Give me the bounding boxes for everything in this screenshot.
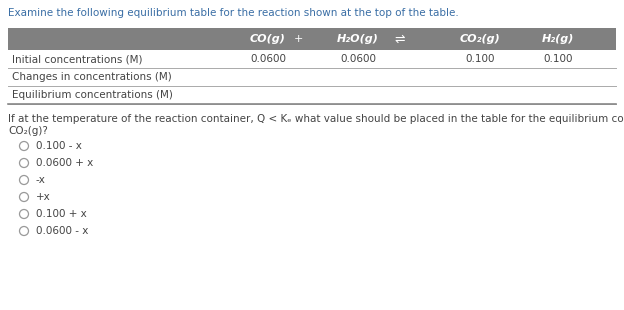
Text: 0.100: 0.100 [544,54,573,64]
Text: Examine the following equilibrium table for the reaction shown at the top of the: Examine the following equilibrium table … [8,8,459,18]
Text: +: + [293,34,303,44]
Text: CO₂(g): CO₂(g) [460,34,500,44]
Text: H₂(g): H₂(g) [542,34,574,44]
Text: 0.100: 0.100 [466,54,495,64]
Text: 0.0600 - x: 0.0600 - x [36,226,89,236]
Bar [8,28,616,50]
Text: Equilibrium concentrations (M): Equilibrium concentrations (M) [12,90,173,100]
Text: CO(g): CO(g) [250,34,286,44]
Text: 0.0600: 0.0600 [250,54,286,64]
Text: H₂O(g): H₂O(g) [337,34,379,44]
Text: 0.0600 + x: 0.0600 + x [36,158,93,168]
Text: -x: -x [36,175,46,185]
Text: Changes in concentrations (M): Changes in concentrations (M) [12,72,172,82]
Text: 0.0600: 0.0600 [340,54,376,64]
Text: If at the temperature of the reaction container, Q < Kₑ what value should be pla: If at the temperature of the reaction co… [8,114,624,124]
Text: CO₂(g)?: CO₂(g)? [8,126,48,136]
Text: Initial concentrations (M): Initial concentrations (M) [12,54,142,64]
Text: ⇌: ⇌ [395,33,405,46]
Text: 0.100 - x: 0.100 - x [36,141,82,151]
Text: +x: +x [36,192,51,202]
Text: 0.100 + x: 0.100 + x [36,209,87,219]
